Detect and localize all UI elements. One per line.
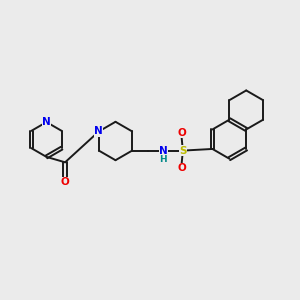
Text: N: N	[159, 146, 168, 156]
Text: O: O	[177, 163, 186, 173]
Text: N: N	[42, 117, 51, 127]
Text: O: O	[61, 177, 70, 187]
Text: H: H	[159, 154, 167, 164]
Text: O: O	[177, 128, 186, 138]
Text: N: N	[94, 126, 103, 136]
Text: S: S	[179, 146, 187, 156]
